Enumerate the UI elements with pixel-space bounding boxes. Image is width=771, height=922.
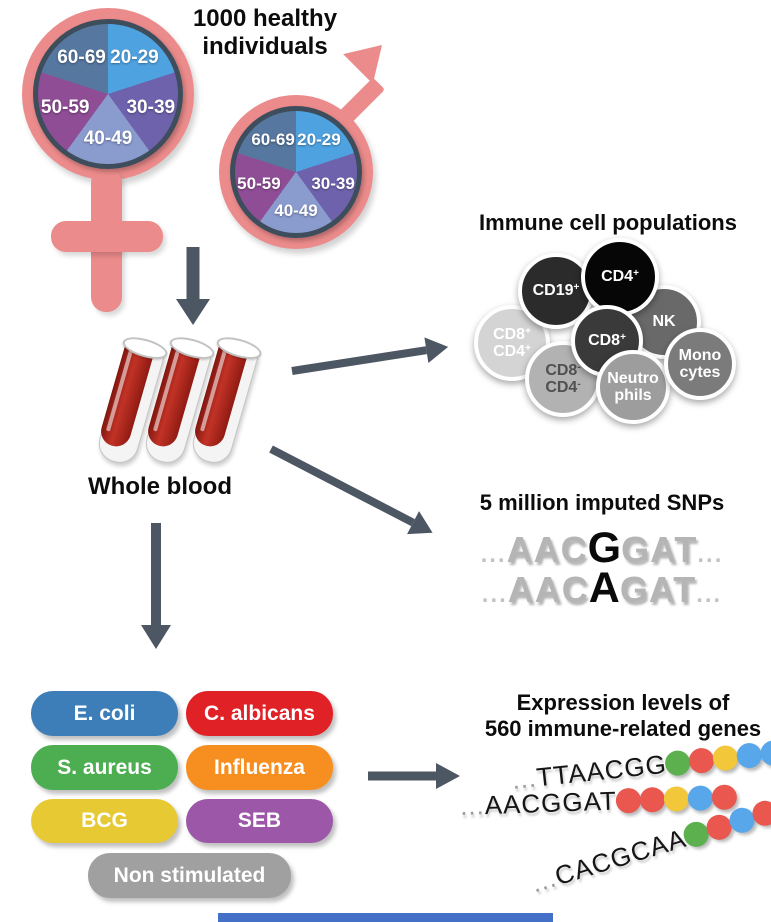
cell-cd8neg-cd4neg: CD8- CD4- — [525, 341, 601, 417]
cohort-title-line2: individuals — [202, 33, 328, 61]
cohort-title-line1: 1000 healthy — [192, 5, 338, 32]
gene-sequence-text: ...CACGCAA — [527, 822, 690, 898]
age-group-label: 60-69 — [251, 130, 295, 150]
expression-dot-red — [615, 787, 642, 814]
female-cross-bar — [51, 221, 163, 252]
expression-dot-blue — [759, 738, 771, 767]
male-age-pie-chart: 20-29 30-39 40-49 50-59 60-69 — [230, 106, 362, 238]
stim-pill-non-stimulated: Non stimulated — [88, 853, 291, 898]
expression-heading: Expression levels of 560 immune-related … — [458, 690, 771, 742]
arrow-cohort-to-blood — [176, 247, 210, 325]
stim-pill-influenza: Influenza — [186, 745, 333, 790]
snp-variant-letter: G — [587, 524, 622, 572]
arrow-blood-to-stimulations — [141, 523, 171, 649]
age-group-label: 50-59 — [40, 96, 90, 118]
cell-cd8pos-cd4pos: CD8+ CD4+ — [474, 305, 550, 381]
age-group-label: 60-69 — [57, 46, 106, 68]
stim-pill-seb: SEB — [186, 799, 333, 843]
cell-neutrophils: Neutro phils — [596, 350, 670, 424]
whole-blood-label: Whole blood — [88, 473, 232, 500]
snp-sequence-1: ...AACGGAT... — [480, 524, 724, 572]
cell-cd4pos: CD4+ — [581, 238, 659, 316]
expression-dot-blue — [735, 741, 764, 769]
arrow-stimulations-to-expression — [368, 763, 460, 789]
stim-pill-bcg: BCG — [31, 799, 178, 843]
age-group-label: 40-49 — [274, 201, 318, 220]
female-age-pie-chart: 20-29 30-39 40-49 50-59 60-69 — [33, 19, 183, 169]
expression-dot-yellow — [712, 743, 740, 772]
arrow-blood-to-snps — [265, 437, 439, 545]
age-group-label: 30-39 — [311, 174, 355, 194]
expression-dot-green — [664, 748, 692, 777]
bottom-accent-bar — [218, 913, 553, 922]
snps-heading: 5 million imputed SNPs — [479, 490, 725, 515]
age-group-label: 40-49 — [83, 128, 133, 149]
expression-dot-yellow — [663, 785, 690, 812]
stim-pill-e-coli: E. coli — [31, 691, 178, 736]
arrow-blood-to-cells — [290, 333, 451, 384]
expression-dot-red — [639, 786, 666, 813]
cell-monocytes: Mono cytes — [664, 328, 736, 400]
stim-pill-s-aureus: S. aureus — [31, 745, 178, 790]
snp-sequences: ...AACGGAT... ...AACAGAT... — [437, 524, 767, 612]
age-group-label: 20-29 — [110, 46, 159, 68]
snp-sequence-2: ...AACAGAT... — [481, 564, 723, 612]
age-group-label: 30-39 — [126, 96, 176, 118]
stim-pill-c-albicans: C. albicans — [186, 691, 333, 736]
expression-dot-blue — [687, 784, 714, 811]
expression-heading-line2: 560 immune-related genes — [484, 715, 762, 741]
age-group-label: 20-29 — [297, 130, 341, 150]
immune-cells-heading: Immune cell populations — [479, 210, 737, 235]
expression-dot-red — [688, 746, 716, 774]
expression-dot-red — [711, 783, 738, 810]
snp-variant-letter: A — [588, 564, 620, 612]
cohort-title: 1000 healthy individuals — [150, 5, 380, 62]
gene-sequence-row-2: ...AACGGAT — [459, 782, 738, 821]
age-group-label: 50-59 — [237, 174, 281, 194]
gene-sequence-text: ...AACGGAT — [459, 785, 618, 821]
expression-heading-line1: Expression levels of — [516, 690, 730, 715]
